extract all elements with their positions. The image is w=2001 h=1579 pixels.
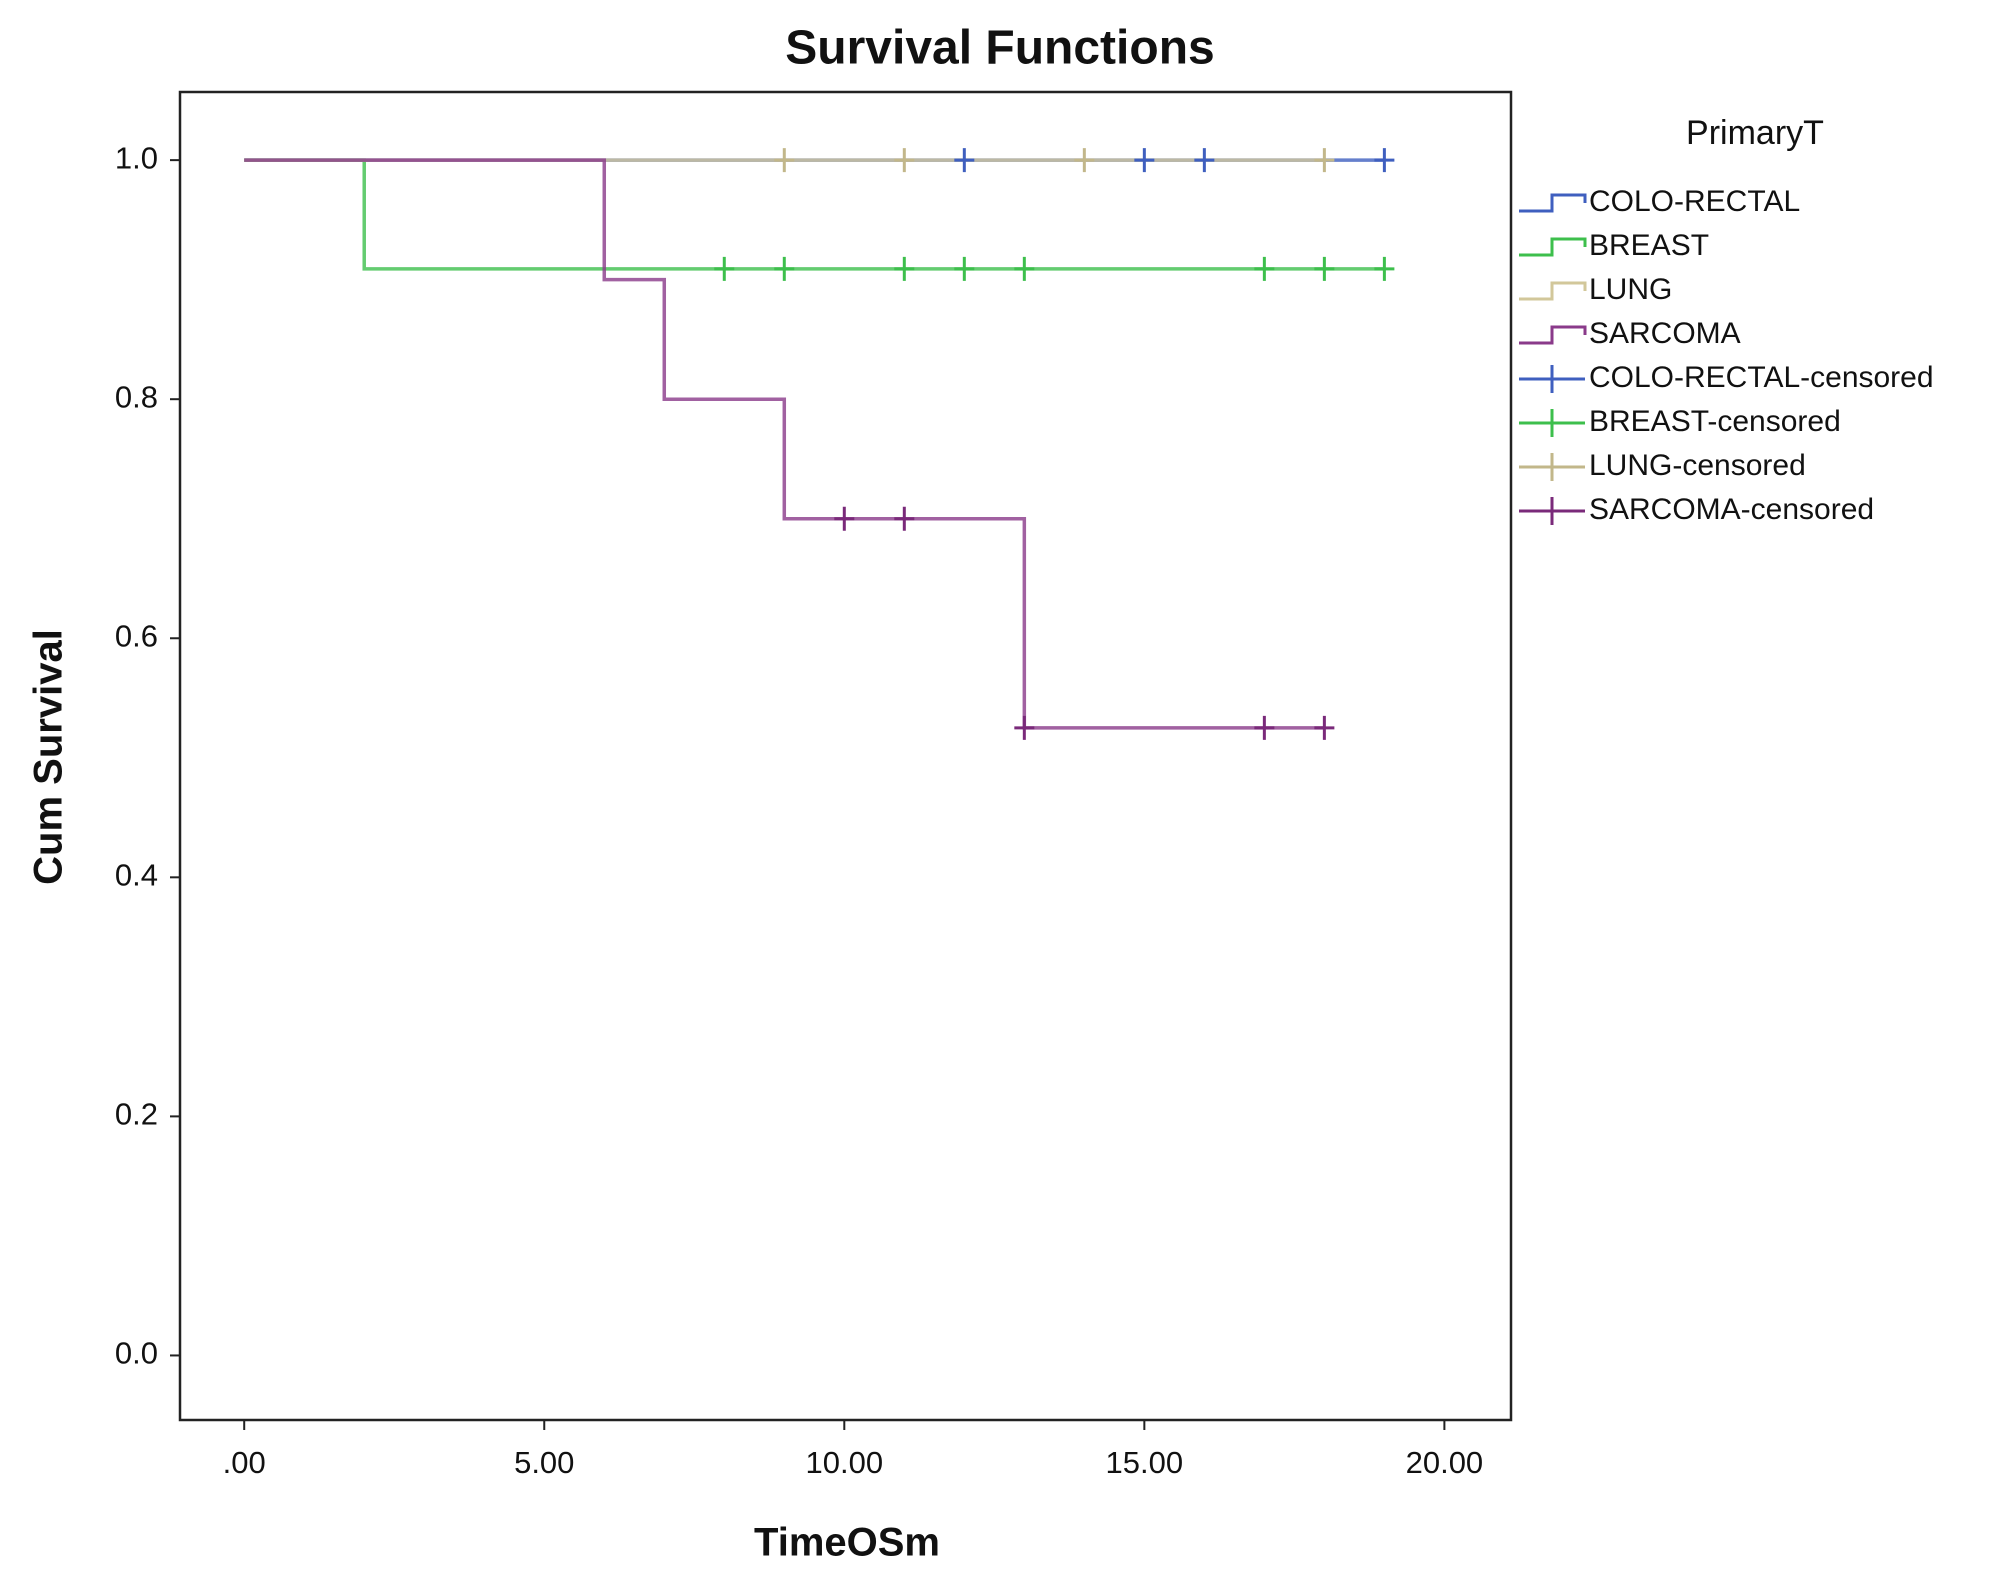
censor-mark (774, 148, 795, 173)
censor-mark (1374, 148, 1395, 173)
y-tick-label: 0.0 (115, 1336, 158, 1371)
legend-label: SARCOMA (1589, 317, 1741, 350)
legend-swatch (1519, 281, 1587, 301)
censor-mark (1014, 256, 1035, 281)
censor-mark (1134, 148, 1155, 173)
y-tick-label: 0.8 (115, 379, 158, 414)
x-axis-label: TimeOSm (754, 1521, 940, 1565)
y-tick-label: 0.4 (115, 858, 158, 893)
legend-label: LUNG-censored (1589, 449, 1806, 482)
censor-mark (894, 506, 915, 531)
censor-mark (1254, 256, 1275, 281)
legend-swatch (1519, 365, 1585, 393)
legend-swatch (1519, 453, 1585, 481)
censor-mark (1314, 715, 1335, 740)
censor-mark (714, 256, 735, 281)
censor-mark (774, 256, 795, 281)
y-tick-label: 1.0 (115, 140, 158, 175)
legend-swatch (1519, 325, 1587, 345)
x-tick-label: 10.00 (806, 1445, 884, 1480)
censor-mark (834, 506, 855, 531)
y-tick-label: 0.2 (115, 1097, 158, 1132)
censor-mark (1314, 256, 1335, 281)
censor-mark (954, 256, 975, 281)
legend-label: COLO-RECTAL-censored (1589, 361, 1934, 394)
legend-swatch (1519, 497, 1585, 525)
y-tick-label: 0.6 (115, 618, 158, 653)
legend-title: PrimaryT (1686, 114, 1824, 152)
legend-label: LUNG (1589, 273, 1672, 306)
legend-swatch (1519, 409, 1585, 437)
censor-mark (1314, 148, 1335, 173)
censor-mark (1194, 148, 1215, 173)
censor-mark (1254, 715, 1275, 740)
survival-line (244, 158, 1325, 730)
x-tick-label: .00 (223, 1445, 266, 1480)
legend-swatch (1519, 193, 1587, 213)
legend-label: COLO-RECTAL (1589, 185, 1800, 218)
chart-title: Survival Functions (785, 22, 1214, 75)
censor-mark (954, 148, 975, 173)
x-tick-label: 20.00 (1406, 1445, 1484, 1480)
legend-swatch (1519, 237, 1587, 257)
censor-mark (1074, 148, 1095, 173)
censor-mark (894, 148, 915, 173)
legend-label: SARCOMA-censored (1589, 493, 1874, 526)
y-axis-label: Cum Survival (27, 629, 71, 885)
censor-mark (1014, 715, 1035, 740)
legend-label: BREAST (1589, 229, 1709, 262)
x-tick-label: 15.00 (1106, 1445, 1184, 1480)
censor-mark (894, 256, 915, 281)
plot-frame (178, 90, 1513, 1422)
legend-label: BREAST-censored (1589, 405, 1841, 438)
censor-mark (1374, 256, 1395, 281)
x-tick-label: 5.00 (514, 1445, 574, 1480)
